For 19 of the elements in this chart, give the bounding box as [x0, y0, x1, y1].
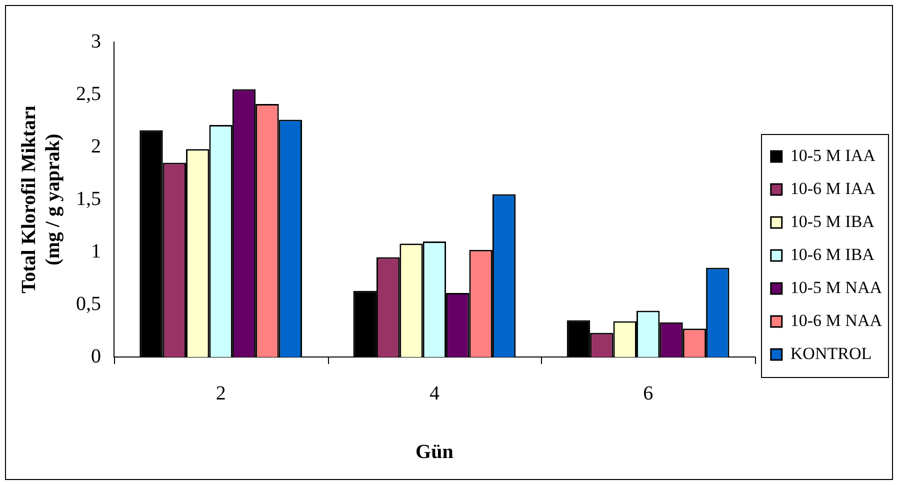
- y-axis-title: Total Klorofil Miktarı (mg / g yaprak): [18, 105, 64, 294]
- legend-label: 10-5 M IBA: [790, 212, 876, 231]
- x-tick-label: 6: [643, 382, 654, 404]
- x-tick-label: 2: [216, 382, 226, 404]
- legend-label: KONTROL: [790, 344, 872, 363]
- legend-label: 10-5 M NAA: [790, 278, 883, 297]
- legend-label: 10-6 M NAA: [790, 310, 883, 330]
- y-tick-label: 1,5: [76, 188, 101, 210]
- x-axis-title: Gün: [416, 441, 454, 464]
- y-tick-label: 1: [91, 240, 101, 262]
- legend-label: 10-6 M IAA: [790, 178, 876, 198]
- y-tick-label: 0: [91, 345, 101, 368]
- legend-label: 10-6 M IBA: [790, 244, 876, 264]
- y-tick-label: 2,5: [76, 82, 101, 105]
- y-tick-label: 3: [91, 30, 101, 52]
- x-tick-label: 4: [429, 382, 440, 404]
- y-tick-label: 2: [91, 135, 101, 158]
- y-tick-label: 0,5: [76, 292, 101, 315]
- legend-label: 10-5 M IAA: [790, 146, 876, 165]
